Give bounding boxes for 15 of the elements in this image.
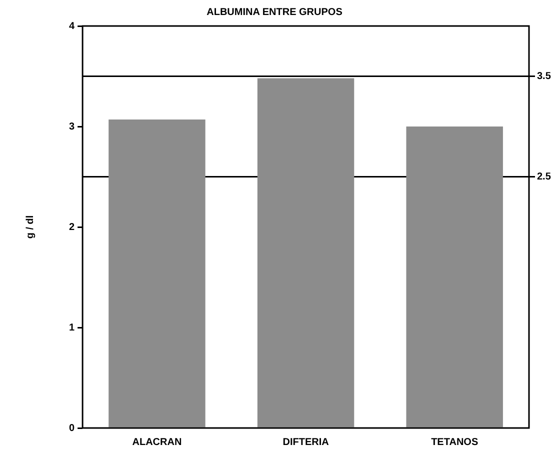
bar bbox=[406, 126, 503, 428]
y-tick-label: 0 bbox=[69, 422, 75, 434]
x-tick-label: TETANOS bbox=[431, 436, 478, 448]
y-tick-label: 1 bbox=[69, 322, 75, 334]
y-tick-label: 4 bbox=[69, 20, 75, 32]
chart-title: ALBUMINA ENTRE GRUPOS bbox=[206, 6, 343, 18]
x-tick-label: ALACRAN bbox=[132, 436, 182, 448]
y-tick-label: 3 bbox=[69, 121, 75, 132]
y-tick-label: 2 bbox=[69, 222, 75, 233]
x-tick-label: DIFTERIA bbox=[282, 436, 329, 448]
ref-line-label: 3.5 bbox=[537, 71, 552, 82]
ref-line-label: 2.5 bbox=[537, 172, 552, 182]
bar bbox=[257, 78, 354, 428]
y-axis-title: g / dl bbox=[24, 215, 36, 239]
bar bbox=[108, 119, 206, 428]
